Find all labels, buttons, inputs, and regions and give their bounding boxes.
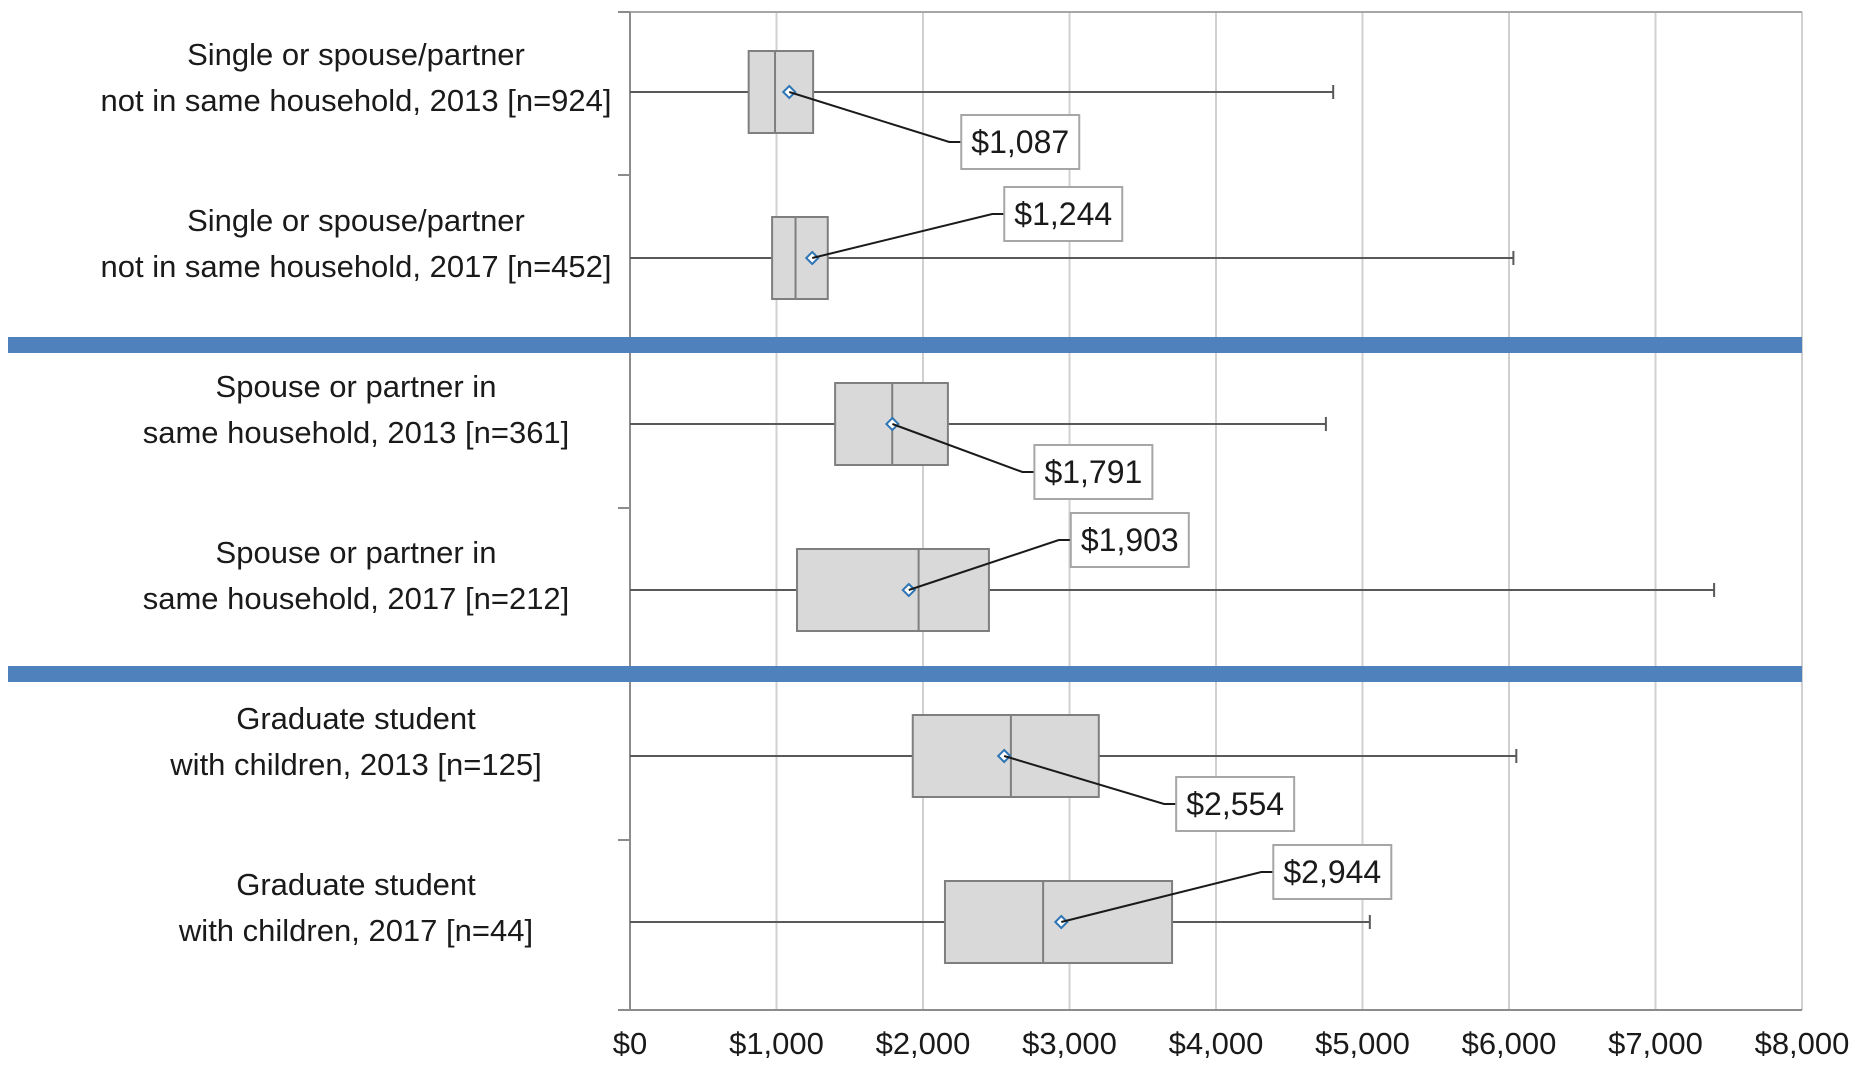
mean-callout: $1,903	[908, 512, 1190, 591]
category-label: not in same household, 2013 [n=924]	[100, 83, 611, 118]
callout-box	[960, 114, 1081, 170]
mean-callout: $2,944	[1061, 844, 1393, 923]
x-tick-label: $5,000	[1315, 1026, 1410, 1061]
x-tick-label: $6,000	[1462, 1026, 1557, 1061]
x-tick-label: $2,000	[876, 1026, 971, 1061]
callout-leader	[1061, 871, 1274, 923]
box-group	[630, 548, 1716, 632]
mean-callout: $2,554	[1003, 755, 1296, 832]
x-tick-label: $8,000	[1755, 1026, 1850, 1061]
iqr-box	[747, 50, 815, 134]
mean-callout: $1,244	[812, 186, 1124, 259]
category-label: Graduate student	[236, 701, 476, 736]
mean-value-label: $1,791	[1044, 454, 1142, 490]
x-tick-label: $0	[613, 1026, 647, 1061]
category-label: with children, 2017 [n=44]	[178, 913, 533, 948]
mean-value-label: $2,944	[1283, 854, 1381, 890]
box-group	[630, 714, 1518, 798]
boxes	[630, 50, 1716, 964]
x-tick-label: $7,000	[1608, 1026, 1703, 1061]
group-separator	[8, 666, 1802, 682]
iqr-box	[796, 548, 990, 632]
callout-box	[1033, 444, 1154, 500]
category-label: same household, 2017 [n=212]	[143, 581, 570, 616]
x-tick-label: $4,000	[1169, 1026, 1264, 1061]
gridlines	[775, 12, 1803, 1010]
category-label: Single or spouse/partner	[187, 203, 525, 238]
callout-box	[1069, 512, 1190, 568]
category-label: Spouse or partner in	[216, 369, 497, 404]
x-axis-ticks: $0 $1,000 $2,000 $3,000 $4,000 $5,000 $6,000 $7…	[613, 1026, 1850, 1061]
category-label: Graduate student	[236, 867, 476, 902]
mean-callouts: $1,087 $1,244 $1,791 $1,903 $2,554 $2,944	[788, 91, 1393, 923]
callout-box	[1003, 186, 1124, 242]
category-label: Single or spouse/partner	[187, 37, 525, 72]
callout-leader	[1003, 755, 1177, 805]
box-group	[630, 50, 1335, 134]
mean-value-label: $1,087	[971, 124, 1069, 160]
category-labels: Single or spouse/partner not in same hous…	[100, 37, 611, 948]
callout-leader	[812, 213, 1005, 259]
callout-leader	[908, 539, 1071, 591]
mean-callout: $1,791	[892, 423, 1154, 500]
box-group	[630, 382, 1327, 466]
category-label: Spouse or partner in	[216, 535, 497, 570]
x-tick-label: $3,000	[1022, 1026, 1117, 1061]
callout-leader	[892, 423, 1035, 473]
category-label: with children, 2013 [n=125]	[169, 747, 541, 782]
plot-frame	[618, 11, 1802, 1011]
mean-value-label: $1,903	[1081, 522, 1179, 558]
callout-box	[1175, 776, 1296, 832]
callout-leader	[788, 91, 962, 143]
callout-box	[1272, 844, 1393, 900]
category-label: same household, 2013 [n=361]	[143, 415, 570, 450]
box-group	[630, 880, 1371, 964]
mean-value-label: $2,554	[1186, 786, 1284, 822]
category-label: not in same household, 2017 [n=452]	[100, 249, 611, 284]
group-separator	[8, 337, 1802, 353]
group-separators	[8, 337, 1802, 682]
mean-callout: $1,087	[788, 91, 1081, 170]
x-tick-label: $1,000	[729, 1026, 824, 1061]
mean-value-label: $1,244	[1014, 196, 1112, 232]
